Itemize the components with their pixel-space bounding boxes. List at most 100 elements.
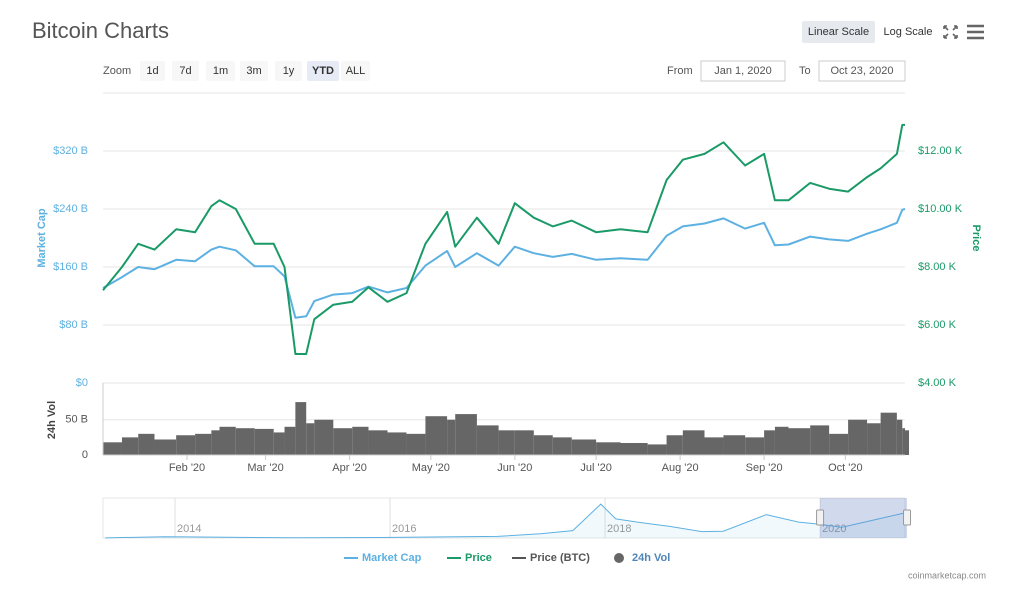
volume-bar bbox=[455, 414, 477, 455]
zoom-button-bg[interactable] bbox=[341, 61, 370, 81]
zoom-button[interactable]: YTD bbox=[312, 65, 334, 77]
volume-bar bbox=[774, 426, 789, 455]
page-title: Bitcoin Charts bbox=[32, 18, 169, 43]
zoom-button[interactable]: 1m bbox=[213, 65, 228, 77]
volume-bar bbox=[867, 423, 881, 455]
navigator-handle[interactable] bbox=[816, 509, 825, 526]
navigator-area bbox=[105, 504, 907, 538]
volume-bar bbox=[902, 428, 905, 455]
series-line bbox=[102, 208, 906, 319]
from-input[interactable] bbox=[700, 60, 786, 82]
volume-bar bbox=[620, 443, 648, 455]
y2-tick-label: $8.00 K bbox=[918, 261, 957, 273]
zoom-button[interactable]: 7d bbox=[179, 65, 191, 77]
x-tick-label: May '20 bbox=[412, 462, 450, 474]
volume-bar bbox=[121, 437, 139, 455]
legend-label[interactable]: Price (BTC) bbox=[530, 552, 590, 564]
volume-bar bbox=[103, 442, 122, 455]
navigator-selection[interactable] bbox=[820, 498, 908, 538]
y-tick-label: $160 B bbox=[53, 261, 88, 273]
volume-bar bbox=[788, 428, 811, 455]
y-tick-label: $0 bbox=[76, 377, 88, 389]
zoom-button[interactable]: 1y bbox=[283, 65, 295, 77]
to-input[interactable] bbox=[818, 60, 906, 82]
zoom-button-bg[interactable] bbox=[307, 61, 339, 81]
volume-bar bbox=[425, 416, 448, 455]
volume-bar bbox=[498, 430, 515, 455]
volume-tick-label: 0 bbox=[82, 449, 88, 461]
volume-tick-label: 50 B bbox=[65, 414, 88, 426]
menu-icon[interactable] bbox=[967, 24, 984, 40]
volume-bar bbox=[829, 433, 849, 455]
volume-bar bbox=[406, 433, 426, 455]
zoom-button[interactable]: ALL bbox=[346, 65, 366, 77]
fullscreen-icon[interactable] bbox=[943, 25, 958, 39]
legend-label[interactable]: Market Cap bbox=[362, 552, 422, 564]
volume-bar bbox=[138, 433, 155, 455]
y2-tick-label: $12.00 K bbox=[918, 145, 963, 157]
volume-bar bbox=[666, 435, 683, 455]
volume-bar bbox=[810, 425, 830, 455]
zoom-button[interactable]: 1d bbox=[146, 65, 158, 77]
y-axis-title: Market Cap bbox=[36, 208, 48, 268]
x-tick-label: Mar '20 bbox=[247, 462, 283, 474]
volume-bar bbox=[682, 430, 705, 455]
to-value[interactable]: Oct 23, 2020 bbox=[831, 65, 894, 77]
zoom-button-bg[interactable] bbox=[206, 61, 235, 81]
volume-bar bbox=[235, 428, 255, 455]
legend-swatch bbox=[614, 553, 624, 563]
volume-bar bbox=[514, 430, 534, 455]
scale-button[interactable]: Linear Scale bbox=[808, 26, 869, 38]
x-tick-label: Jun '20 bbox=[497, 462, 532, 474]
from-label: From bbox=[667, 65, 693, 77]
from-value[interactable]: Jan 1, 2020 bbox=[714, 65, 772, 77]
y2-tick-label: $6.00 K bbox=[918, 319, 957, 331]
navigator-tick-label: 2018 bbox=[607, 523, 631, 535]
volume-axis-title: 24h Vol bbox=[46, 401, 58, 439]
y-tick-label: $240 B bbox=[53, 203, 88, 215]
volume-bar bbox=[333, 428, 353, 455]
volume-bar bbox=[176, 435, 196, 455]
volume-bar bbox=[368, 430, 388, 455]
scale-button[interactable]: Log Scale bbox=[884, 26, 933, 38]
volume-bar bbox=[295, 402, 307, 455]
volume-bar bbox=[905, 430, 909, 455]
volume-bar bbox=[314, 419, 334, 455]
zoom-button-bg[interactable] bbox=[140, 61, 165, 81]
x-tick-label: Aug '20 bbox=[662, 462, 699, 474]
y2-tick-label: $10.00 K bbox=[918, 203, 963, 215]
credit: coinmarketcap.com bbox=[908, 570, 986, 580]
y-tick-label: $320 B bbox=[53, 145, 88, 157]
navigator-handle[interactable] bbox=[903, 509, 912, 526]
volume-bar bbox=[273, 432, 285, 455]
volume-bar bbox=[764, 430, 775, 455]
zoom-button-bg[interactable] bbox=[240, 61, 268, 81]
volume-bar bbox=[723, 435, 746, 455]
volume-bar bbox=[596, 442, 621, 455]
navigator-line bbox=[105, 503, 907, 539]
x-tick-label: Apr '20 bbox=[332, 462, 367, 474]
y-tick-label: $80 B bbox=[59, 319, 88, 331]
scale-button-bg[interactable] bbox=[802, 21, 875, 43]
navigator-tick-label: 2014 bbox=[177, 523, 201, 535]
volume-bar bbox=[219, 426, 236, 455]
legend-label[interactable]: Price bbox=[465, 552, 492, 564]
volume-bar bbox=[571, 439, 597, 455]
volume-bar bbox=[447, 419, 456, 455]
zoom-button-bg[interactable] bbox=[172, 61, 199, 81]
legend-label[interactable]: 24h Vol bbox=[632, 552, 670, 564]
volume-bar bbox=[352, 426, 369, 455]
volume-bar bbox=[552, 437, 572, 455]
zoom-button[interactable]: 3m bbox=[246, 65, 261, 77]
zoom-button-bg[interactable] bbox=[275, 61, 302, 81]
volume-bar bbox=[306, 423, 315, 455]
volume-bar bbox=[848, 419, 868, 455]
volume-bar bbox=[704, 437, 724, 455]
volume-bar bbox=[211, 430, 220, 455]
x-tick-label: Feb '20 bbox=[169, 462, 205, 474]
volume-bar bbox=[533, 435, 553, 455]
volume-bar bbox=[745, 437, 765, 455]
series-line bbox=[102, 123, 905, 355]
volume-bar bbox=[154, 439, 177, 455]
